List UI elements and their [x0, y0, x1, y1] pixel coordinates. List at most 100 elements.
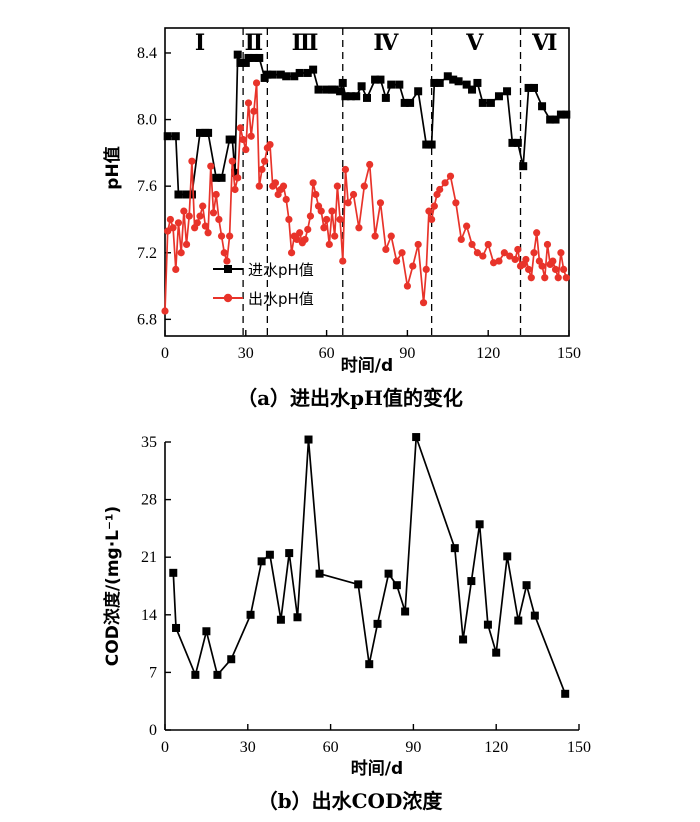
- data-point: [414, 240, 422, 249]
- data-point: [473, 78, 482, 87]
- data-point: [392, 581, 401, 590]
- data-point: [522, 581, 531, 590]
- data-point: [522, 255, 530, 264]
- data-point: [339, 257, 347, 265]
- data-point: [161, 307, 169, 315]
- data-point: [226, 232, 234, 240]
- data-point: [483, 620, 492, 629]
- data-point: [371, 232, 379, 240]
- y-tick-label: 14: [141, 607, 157, 624]
- data-point: [454, 77, 463, 86]
- data-point: [338, 78, 347, 87]
- data-point: [163, 132, 172, 141]
- data-point: [409, 262, 417, 270]
- data-point: [241, 58, 250, 67]
- data-point: [393, 257, 401, 265]
- x-tick-label: 120: [476, 345, 500, 362]
- data-point: [450, 544, 459, 553]
- series-line: [164, 82, 568, 312]
- data-point: [217, 173, 226, 182]
- data-point: [352, 92, 361, 101]
- stage-labels: Ⅰ Ⅱ Ⅲ Ⅳ Ⅴ Ⅵ: [195, 30, 558, 55]
- data-point: [252, 79, 261, 87]
- data-point: [543, 240, 552, 249]
- panel-a-caption: （a）进出水pH值的变化: [237, 386, 463, 410]
- data-point: [514, 616, 523, 625]
- data-point: [468, 85, 477, 94]
- data-point: [478, 98, 487, 107]
- data-point: [287, 249, 296, 257]
- data-point: [503, 552, 512, 561]
- data-point: [554, 274, 562, 282]
- panel-b-x-axis: 0 30 60 90 120 150: [161, 724, 591, 756]
- data-point: [249, 53, 258, 62]
- data-point: [336, 87, 345, 96]
- panel-b-caption: （b）出水COD浓度: [258, 789, 444, 813]
- data-point: [182, 240, 191, 249]
- data-point: [255, 182, 263, 190]
- legend-inflow-label: 进水pH值: [248, 261, 314, 279]
- data-point: [527, 274, 535, 282]
- data-point: [436, 185, 444, 194]
- data-point: [446, 172, 455, 180]
- data-point: [187, 190, 196, 199]
- data-point: [239, 135, 247, 144]
- data-point: [228, 157, 236, 165]
- data-point: [188, 157, 196, 165]
- data-point: [376, 199, 385, 207]
- data-point: [475, 520, 484, 529]
- data-point: [412, 433, 421, 442]
- y-tick-label: 7.2: [137, 245, 157, 262]
- data-point: [330, 85, 339, 94]
- data-point: [387, 80, 396, 89]
- data-point: [355, 224, 363, 232]
- data-point: [524, 83, 533, 92]
- data-point: [494, 92, 503, 101]
- data-point: [204, 128, 213, 137]
- data-point: [511, 255, 519, 264]
- data-point: [322, 85, 331, 94]
- data-point: [227, 655, 236, 664]
- data-point: [381, 93, 390, 102]
- data-point: [336, 215, 344, 224]
- data-point: [255, 53, 264, 62]
- data-point: [257, 557, 266, 566]
- data-point: [346, 92, 355, 101]
- data-point: [376, 75, 385, 84]
- data-point: [285, 549, 294, 558]
- data-point: [538, 102, 547, 111]
- data-point: [201, 222, 209, 230]
- stage-label: Ⅲ: [292, 30, 319, 55]
- data-point: [479, 252, 487, 260]
- data-point: [422, 265, 430, 274]
- data-point: [508, 138, 517, 147]
- panel-b-y-axis: 0 7 14 21 28 35: [141, 434, 171, 739]
- data-point: [285, 215, 293, 224]
- data-point: [228, 135, 237, 144]
- data-point: [282, 72, 291, 81]
- data-point: [164, 227, 172, 235]
- data-point: [525, 265, 533, 274]
- data-point: [246, 610, 255, 619]
- data-point: [349, 190, 358, 199]
- data-point: [199, 202, 207, 210]
- legend-outflow-label: 出水pH值: [248, 290, 314, 308]
- x-tick-label: 0: [161, 739, 169, 756]
- data-point: [250, 107, 258, 115]
- legend-outflow-marker: [223, 293, 233, 303]
- data-point: [202, 627, 211, 636]
- data-point: [495, 257, 503, 265]
- y-tick-label: 6.8: [137, 311, 157, 328]
- data-point: [430, 78, 439, 87]
- data-point: [398, 249, 406, 257]
- data-point: [177, 249, 185, 257]
- data-point: [562, 110, 571, 119]
- data-point: [317, 207, 325, 215]
- data-point: [492, 648, 501, 657]
- data-point: [538, 262, 546, 270]
- data-point: [514, 245, 522, 254]
- data-point: [357, 82, 366, 91]
- y-tick-label: 8.4: [137, 45, 157, 62]
- y-tick-label: 28: [141, 492, 157, 509]
